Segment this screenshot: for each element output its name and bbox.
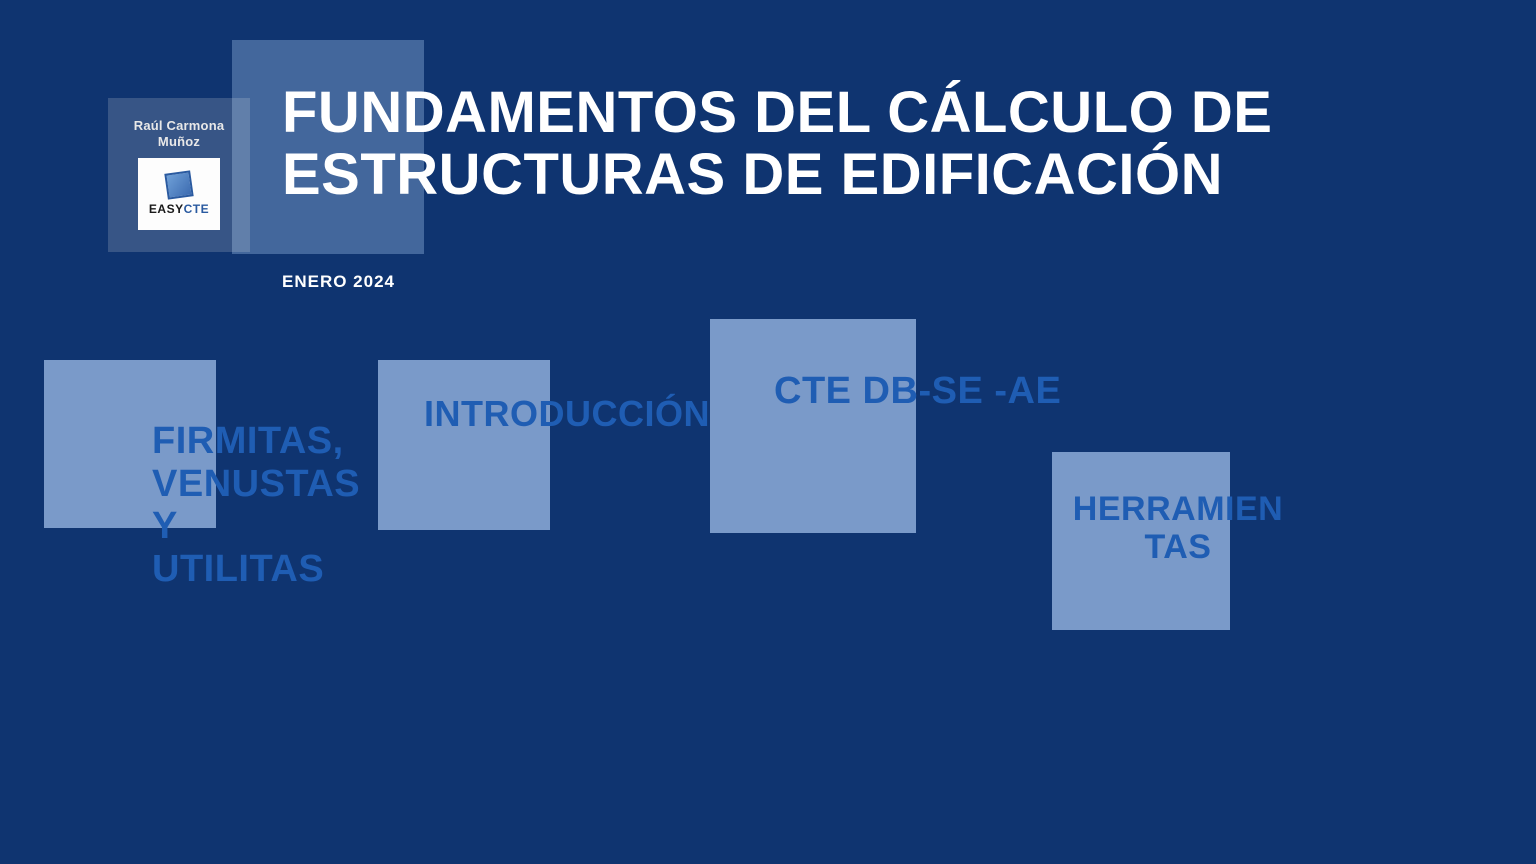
logo-text-easy: EASY: [149, 202, 184, 216]
author-name: Raúl Carmona Muñoz: [108, 118, 250, 151]
easycte-logo: EASYCTE: [138, 158, 220, 230]
logo-text-cte: CTE: [184, 202, 210, 216]
tile-cte-db-se-ae[interactable]: [710, 319, 916, 533]
logo-text: EASYCTE: [149, 202, 209, 216]
tile-label-introduccion[interactable]: INTRODUCCIÓN: [424, 394, 724, 434]
title-line1: FUNDAMENTOS DEL CÁLCULO DE: [282, 80, 1272, 145]
logo-icon: [164, 170, 193, 199]
presentation-date: ENERO 2024: [282, 272, 395, 292]
author-name-line1: Raúl Carmona: [134, 118, 225, 133]
tile-label-herramientas[interactable]: HERRAMIENTAS: [1072, 490, 1284, 566]
author-name-line2: Muñoz: [158, 134, 200, 149]
presentation-title: FUNDAMENTOS DEL CÁLCULO DE ESTRUCTURAS D…: [282, 82, 1272, 206]
presentation-canvas: Raúl Carmona Muñoz EASYCTE FUNDAMENTOS D…: [0, 0, 1536, 864]
title-line2: ESTRUCTURAS DE EDIFICACIÓN: [282, 142, 1223, 207]
tile-label-firmitas[interactable]: FIRMITAS,VENUSTAS YUTILITAS: [152, 420, 392, 590]
tile-introduccion[interactable]: [378, 360, 550, 530]
tile-label-cte-db-se-ae[interactable]: CTE DB-SE -AE: [774, 370, 1074, 413]
